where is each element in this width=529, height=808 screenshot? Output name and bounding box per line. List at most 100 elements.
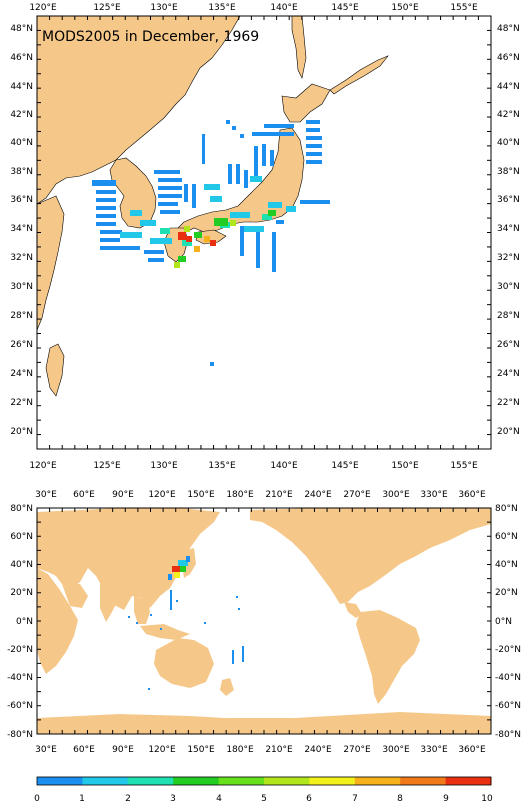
lon-label: 125°E xyxy=(93,461,121,471)
lon-label: 150°E xyxy=(187,490,215,500)
lat-label: 80°N xyxy=(10,504,33,514)
lat-label: 48°N xyxy=(10,24,33,34)
lat-label: 24°N xyxy=(10,369,33,379)
lon-label: 140°E xyxy=(270,3,298,13)
regional-lon-labels-bottom: 120°E 125°E 130°E 135°E 140°E 145°E 150°… xyxy=(29,461,478,471)
lon-label: 180°E xyxy=(226,745,254,755)
lat-label: 34°N xyxy=(497,224,520,234)
lat-label: -20°N xyxy=(495,645,521,655)
lat-label: -60°N xyxy=(7,701,33,711)
colorbar-label: 6 xyxy=(306,794,312,804)
lat-label: 44°N xyxy=(10,82,33,92)
lon-label: 360°E xyxy=(458,490,486,500)
colorbar-label: 1 xyxy=(79,794,85,804)
global-lon-labels-bottom: 30°E 60°E 90°E 120°E 150°E 180°E 210°E 2… xyxy=(35,745,486,755)
colorbar: 0 1 2 3 4 5 6 7 8 9 10 xyxy=(34,776,493,804)
lat-label: 30°N xyxy=(10,282,33,292)
lat-label: 32°N xyxy=(10,253,33,263)
colorbar-label: 9 xyxy=(443,794,449,804)
lon-label: 60°E xyxy=(73,490,95,500)
lat-label: 20°N xyxy=(497,427,520,437)
lat-label: 28°N xyxy=(497,311,520,321)
colorbar-swatch xyxy=(400,777,447,785)
lon-label: 240°E xyxy=(304,490,332,500)
lon-label: 270°E xyxy=(343,745,371,755)
lon-label: 150°E xyxy=(391,3,419,13)
lon-label: 210°E xyxy=(265,490,293,500)
lon-label: 155°E xyxy=(450,461,478,471)
colorbar-labels: 0 1 2 3 4 5 6 7 8 9 10 xyxy=(34,794,493,804)
lon-label: 90°E xyxy=(112,490,134,500)
regional-lon-labels-top: 120°E 125°E 130°E 135°E 140°E 145°E 150°… xyxy=(29,3,478,13)
regional-tick-marks xyxy=(36,15,492,450)
lat-label: -80°N xyxy=(495,730,521,740)
lon-label: 135°E xyxy=(208,3,236,13)
lon-label: 125°E xyxy=(93,3,121,13)
lon-label: 150°E xyxy=(187,745,215,755)
lon-label: 145°E xyxy=(331,3,359,13)
lat-label: 36°N xyxy=(10,195,33,205)
lat-label: 26°N xyxy=(497,340,520,350)
lat-label: -20°N xyxy=(7,645,33,655)
lon-label: 145°E xyxy=(331,461,359,471)
colorbar-swatch xyxy=(173,777,220,785)
lon-label: 130°E xyxy=(150,3,178,13)
global-map-land xyxy=(37,508,491,734)
colorbar-swatch xyxy=(445,777,492,785)
global-tick-marks xyxy=(36,507,492,735)
lon-label: 360°E xyxy=(458,745,486,755)
colorbar-swatch xyxy=(264,777,310,785)
lon-label: 330°E xyxy=(420,490,448,500)
lat-label: 40°N xyxy=(495,560,518,570)
lon-label: 150°E xyxy=(391,461,419,471)
lon-label: 210°E xyxy=(265,745,293,755)
lon-label: 120°E xyxy=(29,461,57,471)
lat-label: 40°N xyxy=(10,138,33,148)
colorbar-swatch xyxy=(37,777,83,785)
lat-label: 22°N xyxy=(497,398,520,408)
lat-label: 40°N xyxy=(497,138,520,148)
lon-label: 155°E xyxy=(450,3,478,13)
global-lon-labels-top: 30°E 60°E 90°E 120°E 150°E 180°E 210°E 2… xyxy=(35,490,486,500)
lon-label: 140°E xyxy=(270,461,298,471)
global-data-cells xyxy=(128,556,244,690)
lat-label: 30°N xyxy=(497,282,520,292)
lat-label: 20°N xyxy=(495,588,518,598)
lat-label: 40°N xyxy=(10,560,33,570)
regional-lat-labels-right: 48°N 46°N 44°N 42°N 40°N 38°N 36°N 34°N … xyxy=(497,24,520,437)
lon-label: 130°E xyxy=(150,461,178,471)
lat-label: 38°N xyxy=(10,167,33,177)
lon-label: 330°E xyxy=(420,745,448,755)
global-lat-labels-left: 80°N 60°N 40°N 20°N 0°N -20°N -40°N -60°… xyxy=(7,504,33,740)
lat-label: -80°N xyxy=(7,730,33,740)
lat-label: 32°N xyxy=(497,253,520,263)
colorbar-swatch xyxy=(82,777,129,785)
colorbar-label: 8 xyxy=(397,794,403,804)
lon-label: 30°E xyxy=(35,490,57,500)
global-map: 30°E 60°E 90°E 120°E 150°E 180°E 210°E 2… xyxy=(7,490,521,755)
lon-label: 120°E xyxy=(148,490,176,500)
lat-label: 0°N xyxy=(495,617,512,627)
lat-label: 36°N xyxy=(497,195,520,205)
lat-label: 34°N xyxy=(10,224,33,234)
lon-label: 120°E xyxy=(29,3,57,13)
lat-label: 60°N xyxy=(10,532,33,542)
lat-label: 44°N xyxy=(497,82,520,92)
colorbar-swatch xyxy=(354,777,401,785)
lon-label: 270°E xyxy=(343,490,371,500)
lon-label: 60°E xyxy=(73,745,95,755)
colorbar-frame xyxy=(36,776,492,786)
regional-map: MODS2005 in December, 1969 120°E 125°E 1… xyxy=(10,3,519,471)
lon-label: 30°E xyxy=(35,745,57,755)
lat-label: -40°N xyxy=(7,673,33,683)
lon-label: 180°E xyxy=(226,490,254,500)
map-title: MODS2005 in December, 1969 xyxy=(42,29,259,45)
colorbar-label: 4 xyxy=(216,794,222,804)
colorbar-swatch xyxy=(218,777,265,785)
colorbar-label: 10 xyxy=(481,794,493,804)
lat-label: 20°N xyxy=(10,588,33,598)
lat-label: -40°N xyxy=(495,673,521,683)
lat-label: 60°N xyxy=(495,532,518,542)
lat-label: 28°N xyxy=(10,311,33,321)
